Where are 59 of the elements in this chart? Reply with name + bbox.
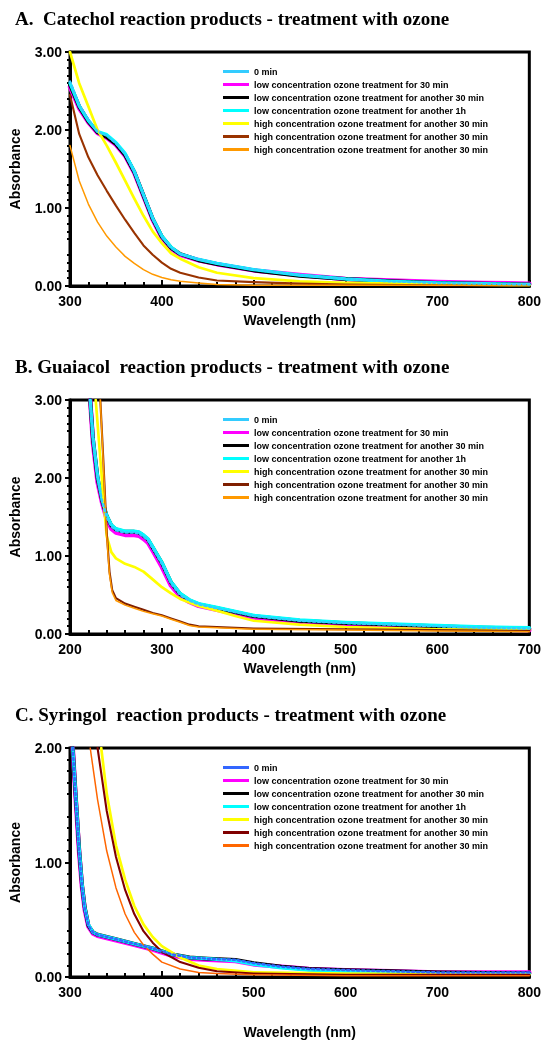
legend-label: high concentration ozone treatment for another 30 min bbox=[253, 479, 489, 490]
x-tick-label: 200 bbox=[58, 641, 82, 657]
x-axis-title: Wavelength (nm) bbox=[243, 1024, 356, 1040]
legend-label: low concentration ozone treatment for 30 min bbox=[253, 427, 449, 438]
x-axis-title: Wavelength (nm) bbox=[243, 659, 356, 676]
y-tick-label: 1.00 bbox=[34, 854, 63, 871]
y-axis-title: Absorbance bbox=[7, 128, 23, 210]
legend-label: low concentration ozone treatment for another 1h bbox=[253, 801, 467, 812]
chart-title: B. Guaiacol reaction products - treatment with ozone bbox=[15, 356, 450, 377]
x-tick-label: 700 bbox=[517, 641, 542, 657]
legend-label: 0 min bbox=[253, 66, 278, 77]
x-tick-label: 500 bbox=[242, 984, 266, 1000]
legend-label: high concentration ozone treatment for another 30 min bbox=[253, 827, 489, 838]
y-axis-title: Absorbance bbox=[7, 821, 23, 903]
y-tick-label: 0.00 bbox=[34, 969, 63, 985]
x-tick-label: 600 bbox=[333, 293, 358, 309]
legend-label: 0 min bbox=[253, 762, 278, 773]
y-tick-label: 0.00 bbox=[34, 626, 63, 642]
x-tick-label: 800 bbox=[517, 984, 542, 1000]
legend-label: low concentration ozone treatment for another 30 min bbox=[253, 788, 485, 799]
legend-label: low concentration ozone treatment for another 30 min bbox=[253, 92, 485, 103]
x-tick-label: 800 bbox=[517, 293, 542, 309]
legend-label: high concentration ozone treatment for another 30 min bbox=[253, 840, 489, 851]
chart-title: A. Catechol reaction products - treatment with ozone bbox=[15, 8, 450, 29]
x-tick-label: 500 bbox=[333, 641, 358, 657]
x-tick-label: 400 bbox=[150, 293, 174, 309]
legend-label: 0 min bbox=[253, 414, 278, 425]
legend-label: low concentration ozone treatment for 30 min bbox=[253, 775, 449, 786]
y-tick-label: 1.00 bbox=[34, 200, 63, 216]
y-tick-label: 3.00 bbox=[34, 44, 63, 60]
y-tick-label: 3.00 bbox=[34, 392, 63, 408]
legend-label: high concentration ozone treatment for another 30 min bbox=[253, 492, 489, 503]
y-tick-label: 1.00 bbox=[34, 548, 63, 564]
legend-label: high concentration ozone treatment for another 30 min bbox=[253, 144, 489, 155]
x-tick-label: 700 bbox=[425, 293, 450, 309]
x-tick-label: 300 bbox=[58, 984, 82, 1000]
legend-label: low concentration ozone treatment for another 1h bbox=[253, 453, 467, 464]
legend-label: low concentration ozone treatment for 30 min bbox=[253, 79, 449, 90]
x-tick-label: 600 bbox=[425, 641, 450, 657]
x-tick-label: 400 bbox=[150, 984, 174, 1000]
legend-label: low concentration ozone treatment for another 1h bbox=[253, 105, 467, 116]
x-tick-label: 400 bbox=[242, 641, 266, 657]
x-tick-label: 600 bbox=[333, 984, 358, 1000]
y-tick-label: 2.00 bbox=[34, 470, 63, 486]
legend-label: low concentration ozone treatment for another 30 min bbox=[253, 440, 485, 451]
x-tick-label: 700 bbox=[425, 984, 450, 1000]
chart-title: C. Syringol reaction products - treatment with ozone bbox=[15, 704, 447, 725]
y-tick-label: 2.00 bbox=[34, 122, 63, 138]
legend-label: high concentration ozone treatment for another 30 min bbox=[253, 118, 489, 129]
legend-label: high concentration ozone treatment for another 30 min bbox=[253, 814, 489, 825]
y-tick-label: 2.00 bbox=[34, 740, 63, 756]
x-axis-title: Wavelength (nm) bbox=[243, 311, 356, 328]
y-axis-title: Absorbance bbox=[7, 476, 23, 558]
x-tick-label: 500 bbox=[242, 293, 266, 309]
x-tick-label: 300 bbox=[58, 293, 82, 309]
y-tick-label: 0.00 bbox=[34, 278, 63, 294]
legend-label: high concentration ozone treatment for another 30 min bbox=[253, 466, 489, 477]
x-tick-label: 300 bbox=[150, 641, 174, 657]
legend-label: high concentration ozone treatment for another 30 min bbox=[253, 131, 489, 142]
